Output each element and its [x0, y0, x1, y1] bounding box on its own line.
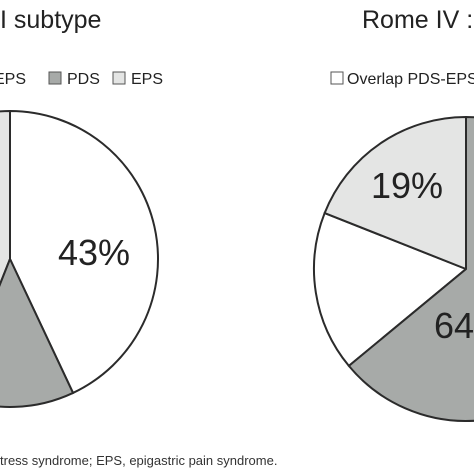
left-chart-title: I subtype: [0, 6, 101, 34]
figure-caption: tress syndrome; EPS, epigastric pain syn…: [0, 453, 277, 468]
legend-entry-label: EPS: [0, 71, 26, 88]
left-pie-wedge-43: [9, 109, 159, 395]
legend-swatch-pds: [48, 71, 62, 85]
left-pie-label-43: 43%: [58, 232, 130, 273]
legend-swatch-overlap: [330, 71, 344, 85]
right-pie-label-19: 19%: [371, 165, 443, 206]
right-pie-label-64: 64%: [434, 305, 474, 346]
left-pie: 43%: [0, 109, 159, 408]
right-pie: 19% 64%: [313, 115, 474, 422]
right-pie-wedge-other: [313, 211, 468, 368]
left-pie-wedge-other: [0, 109, 11, 287]
legend-entry-label: EPS: [131, 71, 163, 88]
legend-entry-label: PDS: [67, 71, 100, 88]
right-pie-wedge-19: [323, 115, 467, 271]
legend-swatch-eps: [112, 71, 126, 85]
left-pie-wedge-13: [0, 256, 75, 408]
right-chart-title: Rome IV :: [362, 6, 473, 34]
left-legend: EPS PDS EPS: [0, 71, 163, 88]
right-legend: Overlap PDS-EPS: [330, 71, 474, 88]
legend-entry-label: Overlap PDS-EPS: [347, 71, 474, 88]
right-pie-wedge-64: [347, 115, 474, 422]
